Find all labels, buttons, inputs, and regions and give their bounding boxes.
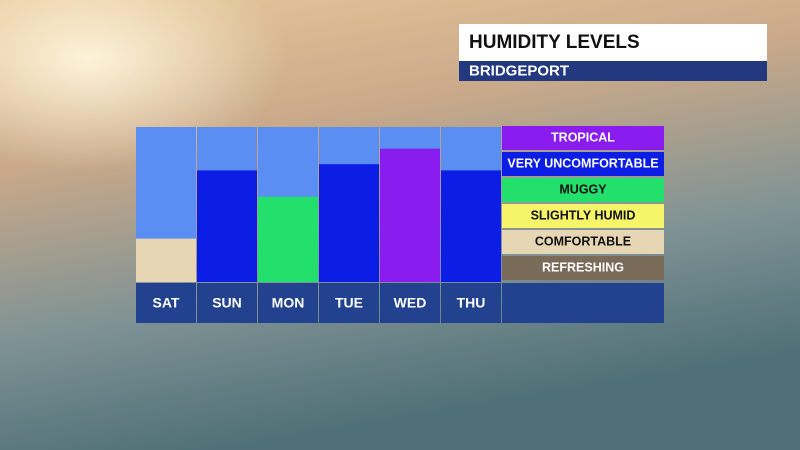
bar <box>380 148 440 282</box>
legend-swatch <box>502 152 664 176</box>
bar <box>136 238 196 282</box>
x-tick-label: TUE <box>335 295 363 311</box>
legend-label: COMFORTABLE <box>535 234 631 248</box>
subtitle-box <box>459 61 767 81</box>
title-box <box>459 24 767 61</box>
legend-swatch <box>502 230 664 254</box>
day-cell <box>319 283 379 323</box>
bar <box>197 170 257 282</box>
x-tick-label: THU <box>457 295 486 311</box>
bar <box>441 170 501 282</box>
chart-title: HUMIDITY LEVELS <box>469 32 640 53</box>
day-cell <box>136 283 196 323</box>
day-cell <box>380 283 440 323</box>
chart-subtitle: BRIDGEPORT <box>469 62 569 79</box>
x-tick-label: SUN <box>212 295 242 311</box>
day-cell <box>258 283 318 323</box>
legend-swatch <box>502 178 664 202</box>
legend-footer <box>502 283 664 323</box>
day-cell <box>197 283 257 323</box>
legend-label: MUGGY <box>559 182 607 196</box>
x-tick-label: MON <box>272 295 305 311</box>
legend-label: TROPICAL <box>551 130 615 144</box>
legend-swatch <box>502 126 664 150</box>
day-cell <box>441 283 501 323</box>
legend-label: REFRESHING <box>542 260 624 274</box>
x-tick-label: WED <box>394 295 427 311</box>
legend-swatch <box>502 204 664 228</box>
bar <box>258 196 318 282</box>
legend-swatch <box>502 256 664 280</box>
legend-label: VERY UNCOMFORTABLE <box>507 156 658 170</box>
x-tick-label: SAT <box>153 295 180 311</box>
bar <box>319 164 379 282</box>
legend-label: SLIGHTLY HUMID <box>531 208 636 222</box>
